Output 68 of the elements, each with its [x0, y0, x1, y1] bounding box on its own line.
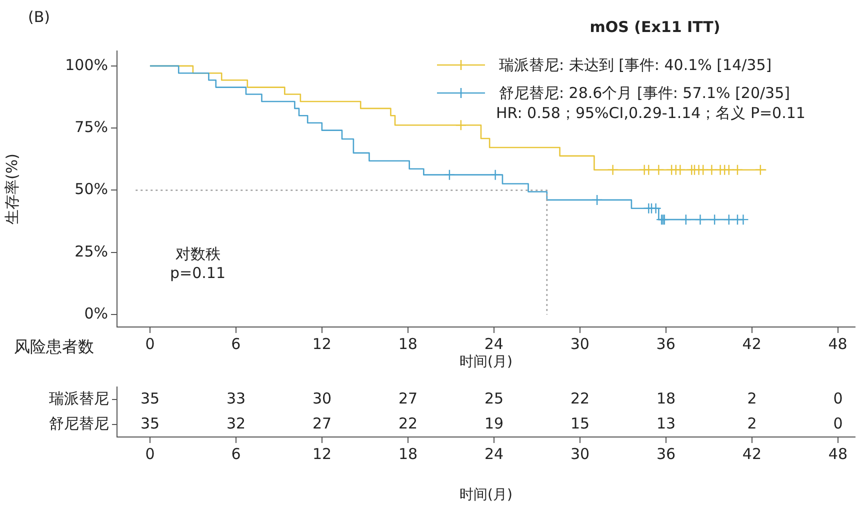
x-tick-label: 24	[484, 334, 504, 353]
data-label: 32	[226, 414, 246, 432]
point	[455, 120, 467, 131]
x-tick-label: 48	[828, 444, 848, 463]
data-label: 0	[833, 389, 843, 408]
point	[708, 214, 720, 226]
chart-title: mOS (Ex11 ITT)	[588, 18, 722, 37]
x-tick-label: 42	[742, 334, 762, 353]
x-tick-label: 30	[570, 334, 590, 353]
data-label: 13	[656, 414, 676, 432]
y-tick-label: 舒尼替尼	[49, 414, 109, 432]
data-label: 22	[570, 389, 590, 408]
data-label: 19	[484, 414, 504, 432]
x-tick-label: 18	[398, 334, 418, 353]
x-tick-label: 48	[828, 334, 848, 353]
legend-label: 瑞派替尼: 未达到 [事件: 40.1% [14/35]	[498, 56, 772, 74]
y-tick-label: 100%	[65, 56, 108, 74]
y-tick-label: 75%	[74, 118, 108, 136]
data-label: 2	[747, 414, 757, 432]
y-tick-label: 0%	[84, 304, 108, 322]
y-axis-title: 生存率(%)	[2, 154, 21, 224]
point	[738, 214, 749, 226]
point	[653, 164, 664, 176]
x-tick-label: 36	[656, 334, 676, 353]
data-label: 25	[484, 389, 504, 408]
chart-title: 风险患者数	[14, 337, 94, 356]
point	[754, 164, 766, 176]
data-label: 35	[140, 414, 160, 432]
point	[490, 169, 501, 180]
x-tick-label: 36	[656, 444, 676, 463]
point	[591, 194, 603, 206]
data-label: 2	[747, 389, 757, 408]
text: (B)	[28, 8, 50, 27]
annotation: HR: 0.58；95%CI,0.29-1.14；名义 P=0.11	[496, 104, 806, 123]
y-tick-label: 50%	[74, 180, 108, 198]
point	[444, 169, 456, 180]
x-tick-label: 12	[312, 334, 332, 353]
point	[643, 164, 654, 176]
point	[732, 164, 744, 176]
y-tick-label: 25%	[74, 242, 108, 260]
x-tick-label: 0	[145, 334, 155, 353]
y-tick-label: 瑞派替尼	[49, 389, 109, 408]
x-axis-title: 时间(月)	[460, 487, 512, 504]
data-label: 33	[226, 389, 246, 408]
point	[706, 164, 718, 176]
x-tick-label: 12	[312, 444, 332, 463]
x-tick-label: 6	[231, 444, 241, 463]
data-label: 30	[312, 389, 332, 408]
data-label: 27	[398, 389, 418, 408]
data-label: 18	[656, 389, 676, 408]
point	[723, 214, 734, 226]
data-label: 15	[570, 414, 590, 432]
x-tick-label: 24	[484, 444, 504, 463]
x-tick-label: 30	[570, 444, 590, 463]
point	[694, 214, 706, 226]
x-tick-label: 0	[145, 444, 155, 463]
point	[607, 164, 618, 176]
point	[680, 214, 692, 226]
x-axis-title: 时间(月)	[460, 354, 512, 370]
data-label: 27	[312, 414, 332, 432]
annotation: 对数秩 p=0.11	[170, 245, 226, 283]
x-tick-label: 42	[742, 444, 762, 463]
legend-label: 舒尼替尼: 28.6个月 [事件: 57.1% [20/35]	[498, 84, 790, 102]
data-label: 0	[833, 414, 843, 432]
x-tick-label: 6	[231, 334, 241, 353]
data-label: 35	[140, 389, 160, 408]
data-label: 22	[398, 414, 418, 432]
x-tick-label: 18	[398, 444, 418, 463]
